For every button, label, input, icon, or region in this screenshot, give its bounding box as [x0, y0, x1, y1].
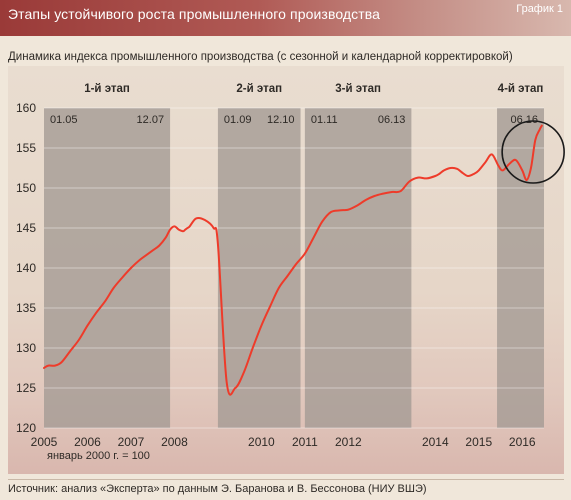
phase-name: 4-й этап [498, 83, 544, 95]
series-line [43, 124, 543, 396]
chart-title: Этапы устойчивого роста промышленного пр… [8, 6, 381, 22]
annotation-layer [501, 120, 565, 184]
phase-start-label: 01.05 [50, 114, 78, 126]
x-tick-label: 2007 [118, 435, 145, 449]
phase-name: 3-й этап [335, 83, 381, 95]
source-note: Источник: анализ «Эксперта» по данным Э.… [8, 483, 427, 495]
base-note: январь 2000 г. = 100 [47, 450, 150, 462]
y-tick-label: 150 [16, 181, 36, 195]
y-tick-label: 130 [16, 341, 36, 355]
x-tick-label: 2010 [248, 435, 275, 449]
series-layer [43, 124, 543, 396]
chart-subtitle: Динамика индекса промышленного производс… [8, 51, 513, 63]
x-tick-label: 2014 [422, 435, 449, 449]
x-tick-label: 2005 [31, 435, 58, 449]
gridlines [44, 107, 544, 429]
y-tick-label: 140 [16, 261, 36, 275]
x-tick-label: 2006 [74, 435, 101, 449]
phase-end-label: 06.16 [510, 114, 538, 126]
x-tick-label: 2011 [292, 435, 318, 449]
phase-name: 1-й этап [84, 83, 130, 95]
phase-end-label: 12.10 [267, 114, 295, 126]
y-tick-label: 160 [16, 101, 36, 115]
x-tick-label: 2015 [465, 435, 492, 449]
phase-start-label: 01.11 [311, 114, 338, 126]
y-tick-label: 120 [16, 421, 36, 435]
x-tick-label: 2016 [509, 435, 536, 449]
x-tick-label: 2008 [161, 435, 188, 449]
highlight-circle [501, 120, 565, 184]
y-tick-label: 145 [16, 221, 36, 235]
y-tick-labels: 120 125 130 135 140 145 150 155 160 [16, 101, 36, 435]
phase-labels: 1-й этап 01.05 12.07 2-й этап 01.09 12.10 3-й … [50, 83, 543, 126]
y-tick-label: 125 [16, 381, 36, 395]
y-tick-label: 155 [16, 141, 36, 155]
header-band [0, 0, 571, 36]
y-tick-label: 135 [16, 301, 36, 315]
chart-number: График 1 [516, 3, 563, 15]
phase-end-label: 06.13 [378, 114, 406, 126]
divider [8, 479, 564, 480]
phase-name: 2-й этап [236, 83, 282, 95]
x-tick-labels: 2005 2006 2007 2008 2010 2011 2012 2014 2015 2016 [31, 435, 536, 449]
phase-start-label: 01.09 [224, 114, 252, 126]
phase-end-label: 12.07 [137, 114, 165, 126]
x-tick-label: 2012 [335, 435, 362, 449]
